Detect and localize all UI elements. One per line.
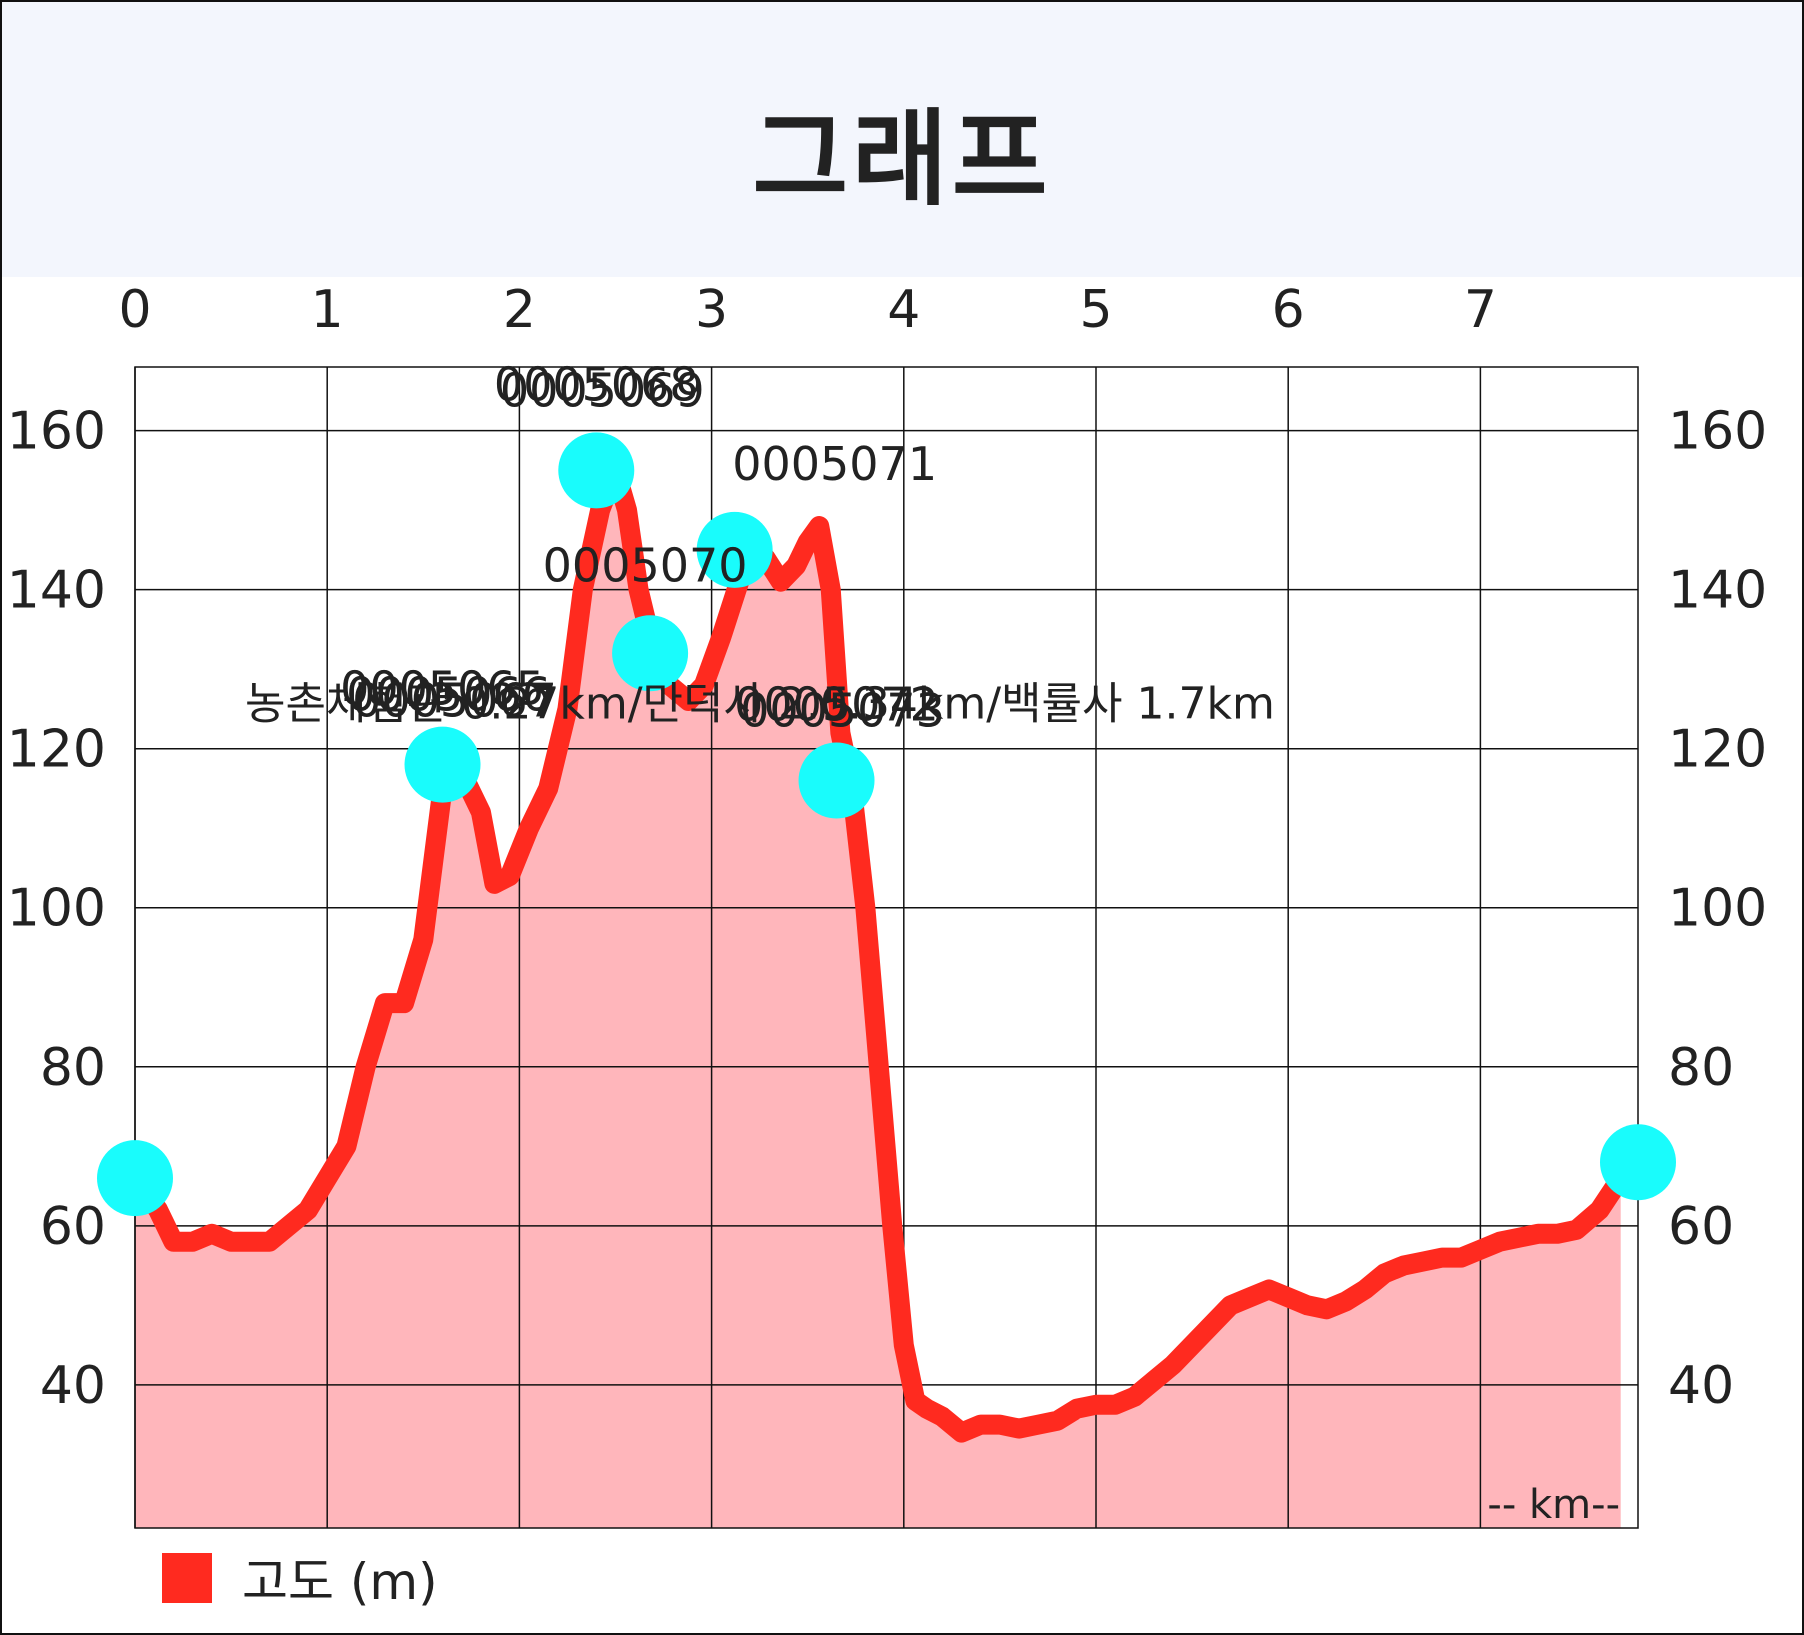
x-tick-label: 0 [118, 280, 151, 340]
marker-label: 0005065 [340, 662, 545, 716]
x-tick-label: 2 [503, 280, 536, 340]
x-tick-label: 5 [1079, 280, 1112, 340]
waypoint-marker [404, 726, 481, 803]
x-unit-label: -- km-- [1487, 1482, 1620, 1528]
waypoint-marker [1600, 1124, 1676, 1201]
page-title: 그래프 [752, 98, 1052, 220]
legend-swatch [162, 1553, 212, 1603]
y-tick-label-left: 160 [7, 402, 106, 462]
marker-label: 0005067 [352, 674, 557, 728]
y-tick-label-right: 60 [1668, 1197, 1734, 1257]
marker-label: 0005066 [346, 668, 551, 722]
x-tick-label: 4 [887, 280, 920, 340]
y-tick-label-right: 160 [1668, 402, 1767, 462]
y-tick-label-left: 140 [7, 561, 106, 621]
y-tick-label-left: 80 [40, 1038, 106, 1098]
x-tick-label: 1 [311, 280, 344, 340]
marker-label: 0005068 [494, 357, 699, 411]
header-bar: 그래프 [2, 2, 1802, 277]
x-tick-label: 6 [1272, 280, 1305, 340]
annotation-label: 농촌체험관 0.27km/만덕사 2.0.34km/백률사 1.7km [245, 679, 1275, 730]
waypoint-marker [696, 511, 773, 588]
y-tick-label-left: 120 [7, 720, 106, 780]
y-tick-label-right: 140 [1668, 561, 1767, 621]
x-tick-label: 7 [1464, 280, 1497, 340]
waypoint-marker [558, 432, 635, 509]
marker-label: 0005071 [732, 437, 937, 491]
legend-label: 고도 (m) [242, 1553, 438, 1611]
y-tick-label-right: 40 [1668, 1356, 1734, 1416]
y-tick-label-right: 80 [1668, 1038, 1734, 1098]
marker-label: 0005069 [500, 363, 705, 417]
waypoint-marker [798, 742, 875, 819]
elevation-area [135, 470, 1621, 1528]
x-tick-label: 3 [695, 280, 728, 340]
legend: 고도 (m) [162, 1550, 438, 1611]
y-tick-label-left: 100 [7, 879, 106, 939]
marker-label: 0005073 [740, 684, 945, 738]
marker-label: 0005072 [734, 678, 939, 732]
waypoint-marker [612, 615, 689, 692]
y-tick-label-right: 120 [1668, 720, 1767, 780]
y-tick-label-left: 60 [40, 1197, 106, 1257]
waypoint-marker [97, 1140, 173, 1217]
y-tick-label-left: 40 [40, 1356, 106, 1416]
y-tick-label-right: 100 [1668, 879, 1767, 939]
marker-label: 0005070 [543, 538, 748, 592]
